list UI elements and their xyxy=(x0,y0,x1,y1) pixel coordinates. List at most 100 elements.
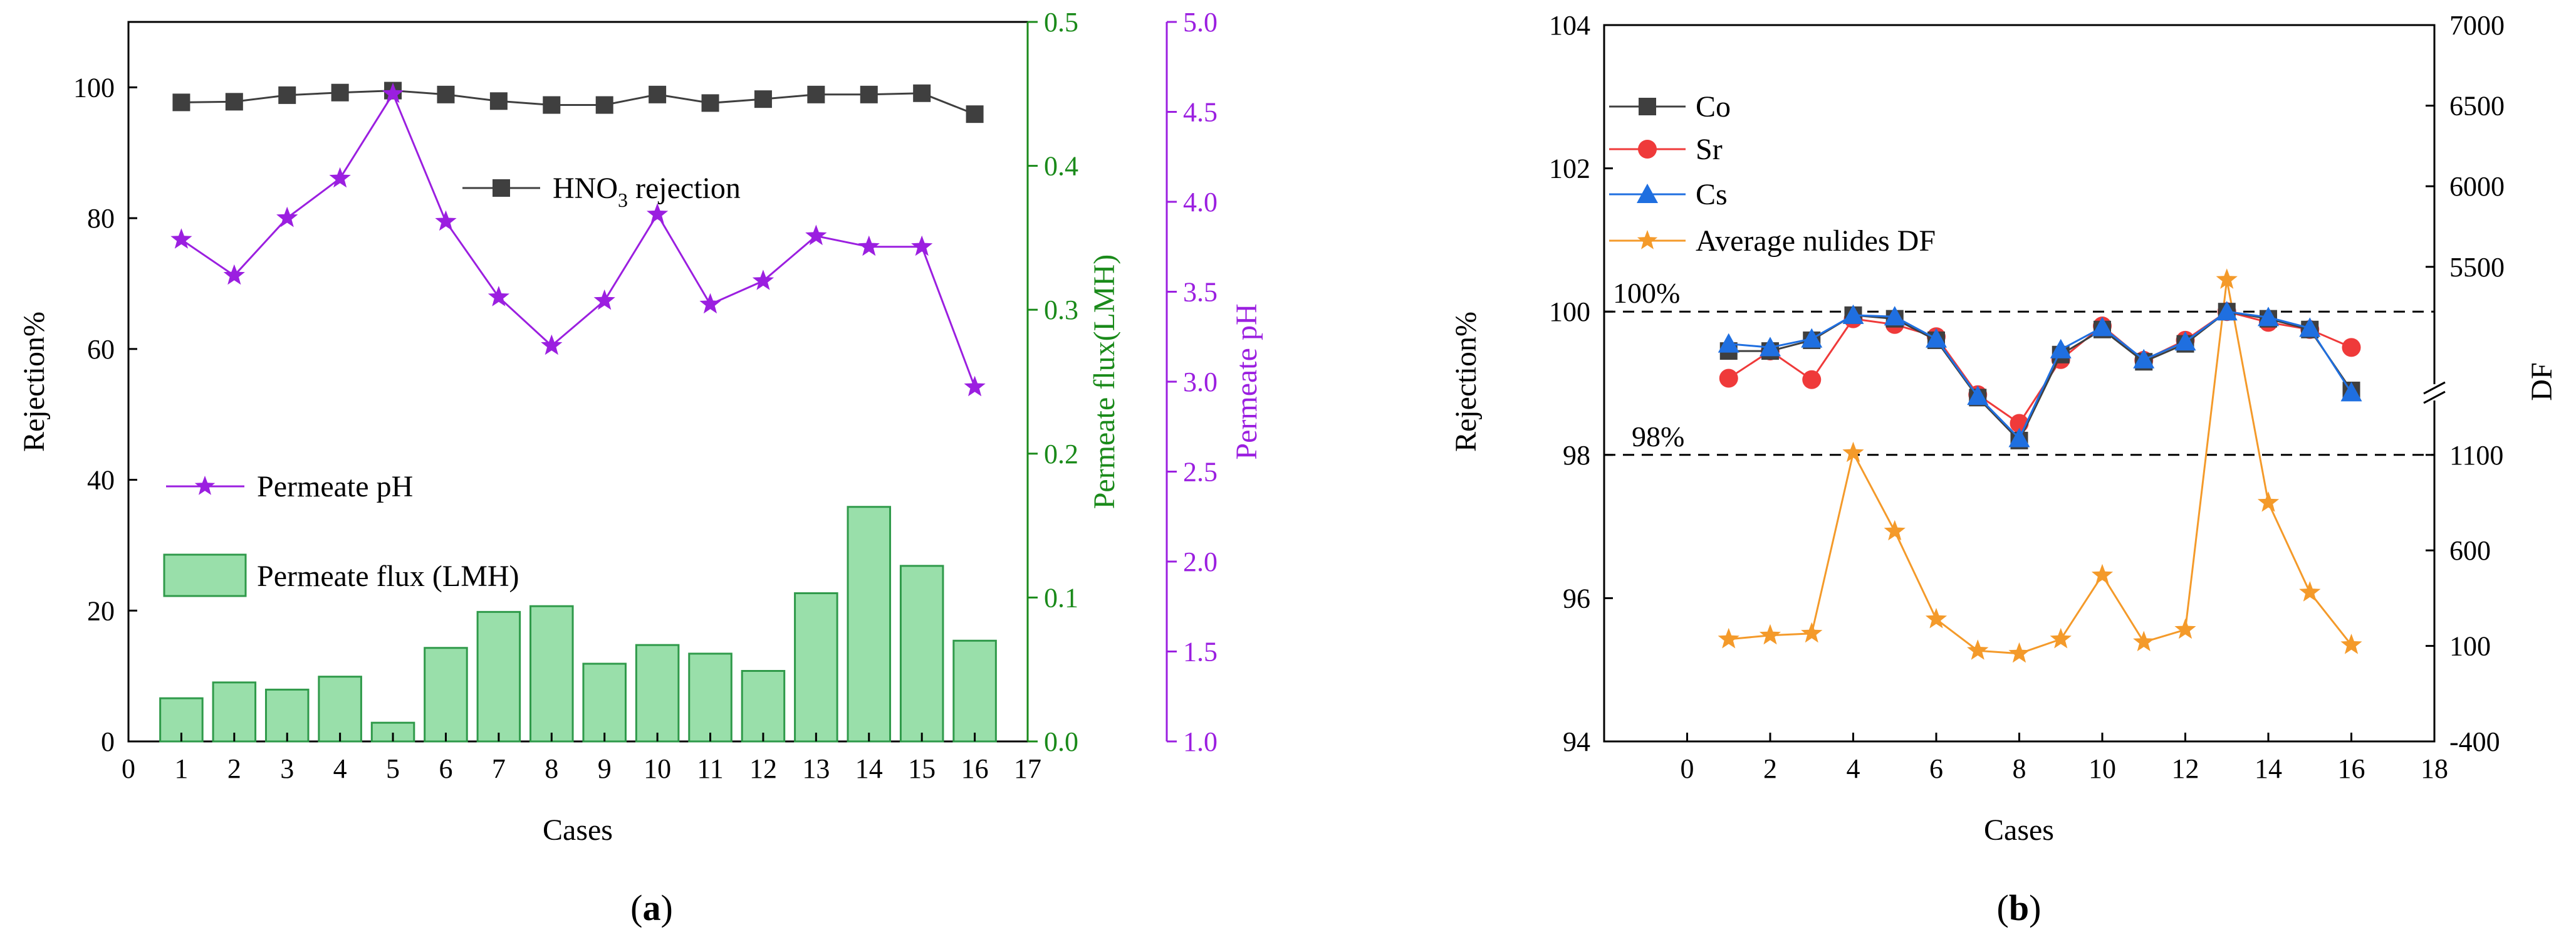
average-nulides-df-line xyxy=(1728,280,2352,655)
panel-a-xtick-label: 14 xyxy=(855,753,883,784)
hno3-line xyxy=(181,90,976,115)
flux-ytick-label: 0.0 xyxy=(1044,726,1078,757)
legend-cs-marker xyxy=(1637,184,1658,203)
ph-ytick-label: 5.0 xyxy=(1183,7,1218,38)
panel-b-r-label: DF xyxy=(2525,362,2558,400)
legend-df: Average nulides DF xyxy=(1609,224,1936,258)
flux-bar xyxy=(688,652,733,743)
df-ytick-label: 100 xyxy=(2449,631,2491,662)
panel-a-xtick-label: 2 xyxy=(227,753,241,784)
cs-point xyxy=(2008,427,2030,447)
flux-bar xyxy=(635,644,680,743)
hno3-point xyxy=(754,90,772,108)
df-ytick-label: 6500 xyxy=(2449,91,2505,122)
legend-df-marker xyxy=(1637,230,1658,249)
panel-b-xlabel: Cases xyxy=(1984,814,2054,847)
flux-ytick-label: 0.2 xyxy=(1044,439,1078,469)
average-nulides-df-point xyxy=(2257,491,2280,512)
ph-point xyxy=(329,167,351,188)
ph-point xyxy=(858,235,880,256)
df-ytick-label: 600 xyxy=(2449,535,2491,566)
flux-ytick-label: 0.5 xyxy=(1044,7,1078,38)
flux-bar xyxy=(794,592,838,743)
panel-a-r2-label: Permeate pH xyxy=(1230,303,1263,459)
panel-b-xtick-label: 16 xyxy=(2338,753,2365,784)
ph-point xyxy=(276,206,298,228)
legend-ph-text: Permeate pH xyxy=(257,470,413,503)
cs-point xyxy=(2174,331,2196,351)
sr-point xyxy=(2342,338,2361,357)
panel-a-ytick-label: 0 xyxy=(101,726,115,757)
hno3-point xyxy=(701,94,719,112)
average-nulides-df-point xyxy=(2091,563,2114,585)
cs-point xyxy=(1801,328,1823,348)
panel-b-xtick-label: 2 xyxy=(1763,753,1777,784)
ph-point xyxy=(805,224,827,246)
ph-ytick-label: 2.5 xyxy=(1183,457,1218,488)
ph-ytick-label: 3.0 xyxy=(1183,367,1218,397)
panel-a-xtick-label: 9 xyxy=(598,753,612,784)
panel-b-ytick-label: 102 xyxy=(1549,154,1590,184)
cs-point xyxy=(1760,337,1781,357)
panel-a-xtick-label: 0 xyxy=(122,753,135,784)
panel-a-xtick-label: 15 xyxy=(908,753,936,784)
average-nulides-df-point xyxy=(2008,642,2030,663)
reference-line-label: 100% xyxy=(1613,277,1680,309)
panel-b-ytick-label: 104 xyxy=(1549,10,1590,41)
df-ytick-label: 1100 xyxy=(2449,440,2503,471)
panel-a-xtick-label: 10 xyxy=(644,753,671,784)
panel-a-legend-flux: Permeate flux (LMH) xyxy=(163,553,519,597)
legend-ph-marker xyxy=(194,476,216,495)
panel-a-label: (a) xyxy=(630,887,673,928)
ph-point xyxy=(593,289,615,310)
df-ytick-label: 6000 xyxy=(2449,171,2505,202)
panel-a-xtick-label: 13 xyxy=(802,753,830,784)
ph-ytick-label: 4.5 xyxy=(1183,97,1218,128)
sr-line xyxy=(1728,310,2352,425)
legend-cs-text: Cs xyxy=(1696,178,1728,211)
df-ytick-label: 7000 xyxy=(2449,10,2505,41)
legend-co-marker xyxy=(1639,98,1656,115)
panel-a-xtick-label: 4 xyxy=(333,753,347,784)
ph-point xyxy=(964,375,986,397)
flux-bar xyxy=(847,506,892,743)
panel-b-ytick-label: 96 xyxy=(1563,583,1590,614)
average-nulides-df-point xyxy=(1842,441,1864,463)
df-axis-break xyxy=(2423,381,2446,404)
legend-sr: Sr xyxy=(1609,133,1723,166)
panel-b-letter: b xyxy=(2009,887,2029,928)
panel-b-ytick-label: 94 xyxy=(1563,726,1590,757)
ph-point xyxy=(382,82,404,103)
panel-a-xtick-label: 6 xyxy=(439,753,452,784)
flux-bar xyxy=(318,676,362,743)
cs-point xyxy=(2216,301,2238,321)
hno3-point xyxy=(489,92,508,110)
legend-hno3-text: HNO3 rejection xyxy=(553,172,741,211)
flux-bar xyxy=(424,647,468,743)
panel-b-ylabel: Rejection% xyxy=(1449,311,1483,452)
legend-df-text: Average nulides DF xyxy=(1696,224,1936,258)
average-nulides-df-point xyxy=(1884,520,1906,541)
panel-b-xtick-label: 10 xyxy=(2088,753,2116,784)
average-nulides-df-point xyxy=(2216,268,2238,289)
panel-b-xtick-label: 14 xyxy=(2255,753,2282,784)
average-nulides-df-point xyxy=(1718,627,1739,649)
panel-a-ytick-label: 60 xyxy=(87,334,115,365)
flux-bar xyxy=(476,610,521,743)
cs-point xyxy=(2340,382,2362,402)
hno3-point xyxy=(649,85,667,103)
ph-point xyxy=(223,264,245,285)
panel-a-legend-ph: Permeate pH xyxy=(166,470,413,503)
legend-sr-text: Sr xyxy=(1696,133,1723,166)
panel-b-xtick-label: 0 xyxy=(1681,753,1694,784)
panel-a-ylabel: Rejection% xyxy=(18,311,51,452)
legend-hno3-marker xyxy=(493,179,510,197)
cs-point xyxy=(2050,338,2072,358)
cs-point xyxy=(2092,317,2113,337)
panel-b-xtick-label: 18 xyxy=(2421,753,2448,784)
cs-line xyxy=(1728,310,2352,441)
panel-a-plot-frame xyxy=(127,21,1029,743)
hno3-point xyxy=(860,85,878,103)
average-nulides-df-point xyxy=(2299,581,2321,602)
hno3-point xyxy=(807,85,825,103)
